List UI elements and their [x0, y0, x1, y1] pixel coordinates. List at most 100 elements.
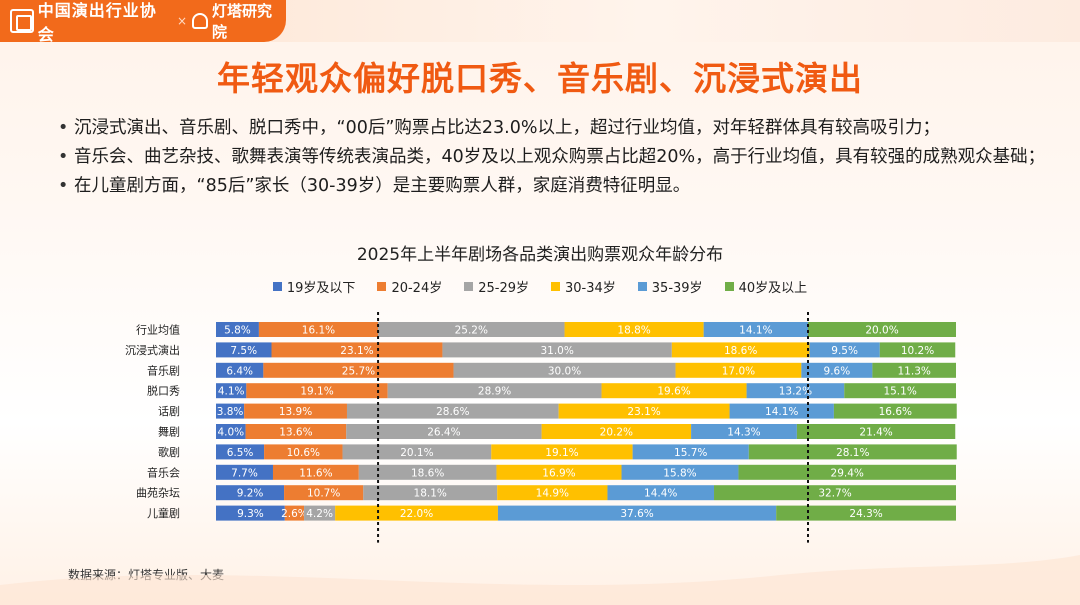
data-label: 3.8%: [217, 406, 244, 418]
data-label: 20.0%: [865, 325, 898, 337]
bar-segment: [621, 464, 739, 480]
bar-segment: [216, 383, 247, 399]
data-label: 25.2%: [455, 325, 488, 337]
bar-segment: [216, 505, 285, 521]
data-label: 20.2%: [600, 427, 633, 439]
data-label: 16.6%: [879, 406, 912, 418]
data-label: 9.2%: [237, 488, 264, 500]
bar-segment: [244, 403, 347, 419]
bar-segment: [801, 362, 873, 378]
legend-item: 30-34岁: [551, 277, 616, 296]
data-label: 15.7%: [674, 447, 707, 459]
data-label: 19.1%: [300, 386, 333, 398]
data-label: 16.1%: [302, 325, 335, 337]
legend-label: 25-29岁: [478, 281, 529, 296]
data-label: 9.5%: [831, 345, 858, 357]
data-label: 25.7%: [342, 365, 375, 377]
data-label: 10.7%: [307, 488, 340, 500]
data-label: 26.4%: [427, 427, 460, 439]
legend-label: 19岁及以下: [286, 281, 356, 296]
data-label: 31.0%: [540, 345, 573, 357]
bar-segment: [216, 322, 259, 337]
category-label: 儿童剧: [147, 506, 180, 520]
data-label: 5.8%: [224, 325, 251, 337]
bar-segment: [378, 322, 565, 337]
bar-segment: [346, 424, 542, 439]
org-logo-icon: [10, 9, 34, 33]
category-label: 脱口秀: [147, 384, 180, 398]
bullet-item: 沉浸式演出、音乐剧、脱口秀中，“00后”购票占比达23.0%以上，超过行业均值，…: [58, 114, 1048, 143]
org-name: 中国演出行业协会: [37, 1, 157, 44]
data-label: 28.9%: [478, 386, 511, 398]
data-label: 4.1%: [218, 386, 245, 398]
legend-label: 20-24岁: [391, 281, 443, 296]
bar-segment: [216, 444, 265, 460]
bar-segment: [245, 424, 347, 439]
data-label: 19.6%: [657, 386, 690, 398]
legend-swatch: [464, 282, 474, 291]
bar-segment: [558, 403, 730, 419]
bar-segment: [491, 444, 633, 460]
bar-segment: [808, 322, 956, 337]
data-label: 11.3%: [898, 365, 931, 377]
data-label: 14.1%: [739, 325, 772, 337]
legend-label: 40岁及以上: [738, 281, 808, 296]
data-label: 18.6%: [724, 345, 757, 357]
data-label: 28.1%: [836, 447, 869, 459]
data-label: 14.9%: [536, 488, 569, 500]
bar-segment: [271, 342, 443, 358]
data-label: 10.2%: [901, 345, 934, 357]
category-label: 舞剧: [158, 426, 180, 439]
category-label: 话剧: [158, 405, 180, 418]
data-label: 16.9%: [542, 467, 575, 479]
legend-swatch: [377, 282, 387, 291]
data-label: 13.6%: [279, 427, 312, 439]
bar-segment: [714, 485, 956, 501]
bar-segment: [776, 505, 956, 521]
bar-segment: [738, 464, 956, 480]
bar-segment: [497, 505, 777, 521]
data-label: 17.0%: [722, 365, 755, 377]
bar-segment: [216, 464, 273, 480]
data-label: 23.1%: [340, 345, 373, 357]
data-label: 9.3%: [237, 508, 264, 520]
legend-swatch: [272, 282, 282, 291]
bar-segment: [844, 383, 956, 399]
legend-swatch: [637, 282, 647, 291]
bar-segment: [453, 362, 676, 378]
data-label: 24.3%: [849, 508, 882, 520]
bar-segment: [796, 424, 956, 439]
bar-segment: [497, 485, 608, 501]
page-title: 年轻观众偏好脱口秀、音乐剧、沉浸式演出: [217, 59, 863, 98]
data-label: 32.7%: [818, 488, 851, 500]
bar-segment: [746, 383, 845, 399]
bar-segment: [387, 383, 602, 399]
bar-segment: [632, 444, 749, 460]
data-label: 4.0%: [217, 427, 244, 439]
category-label: 音乐剧: [147, 363, 180, 377]
data-label: 15.8%: [663, 467, 696, 479]
decorative-wave: [0, 555, 1080, 605]
bar-segment: [541, 424, 692, 439]
data-label: 13.2%: [779, 386, 812, 398]
data-label: 23.1%: [627, 406, 660, 418]
bar-segment: [216, 362, 264, 378]
bar-segment: [272, 464, 359, 480]
bar-segment: [691, 424, 797, 439]
bar-segment: [263, 362, 454, 378]
bar-segment: [671, 342, 810, 358]
data-label: 19.1%: [545, 447, 578, 459]
bar-segment: [284, 485, 364, 501]
legend-item: 35-39岁: [637, 277, 703, 296]
bar-segment: [442, 342, 672, 358]
data-label: 29.4%: [831, 467, 864, 479]
bar-segment: [258, 322, 379, 337]
data-label: 9.6%: [824, 365, 851, 377]
bar-segment: [342, 444, 492, 460]
bar-segment: [335, 505, 498, 521]
data-label: 18.1%: [414, 488, 447, 500]
bar-segment: [346, 403, 559, 419]
bar-segment: [216, 403, 245, 419]
data-label: 22.0%: [400, 508, 433, 520]
bar-segment: [675, 362, 802, 378]
